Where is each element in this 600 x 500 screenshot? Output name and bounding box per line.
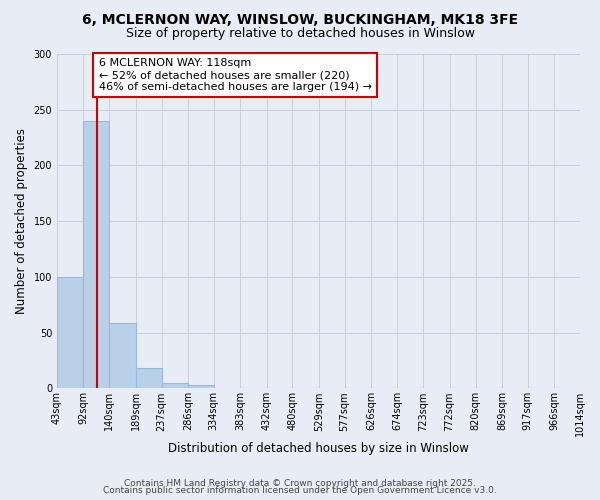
Bar xyxy=(109,322,136,388)
Bar xyxy=(83,121,109,388)
Text: 6, MCLERNON WAY, WINSLOW, BUCKINGHAM, MK18 3FE: 6, MCLERNON WAY, WINSLOW, BUCKINGHAM, MK… xyxy=(82,12,518,26)
Bar xyxy=(188,385,214,388)
Text: Size of property relative to detached houses in Winslow: Size of property relative to detached ho… xyxy=(125,28,475,40)
Text: Contains public sector information licensed under the Open Government Licence v3: Contains public sector information licen… xyxy=(103,486,497,495)
Y-axis label: Number of detached properties: Number of detached properties xyxy=(15,128,28,314)
Text: Contains HM Land Registry data © Crown copyright and database right 2025.: Contains HM Land Registry data © Crown c… xyxy=(124,478,476,488)
X-axis label: Distribution of detached houses by size in Winslow: Distribution of detached houses by size … xyxy=(168,442,469,455)
Bar xyxy=(161,383,188,388)
Text: 6 MCLERNON WAY: 118sqm
← 52% of detached houses are smaller (220)
46% of semi-de: 6 MCLERNON WAY: 118sqm ← 52% of detached… xyxy=(98,58,371,92)
Bar xyxy=(57,277,83,388)
Bar xyxy=(136,368,161,388)
